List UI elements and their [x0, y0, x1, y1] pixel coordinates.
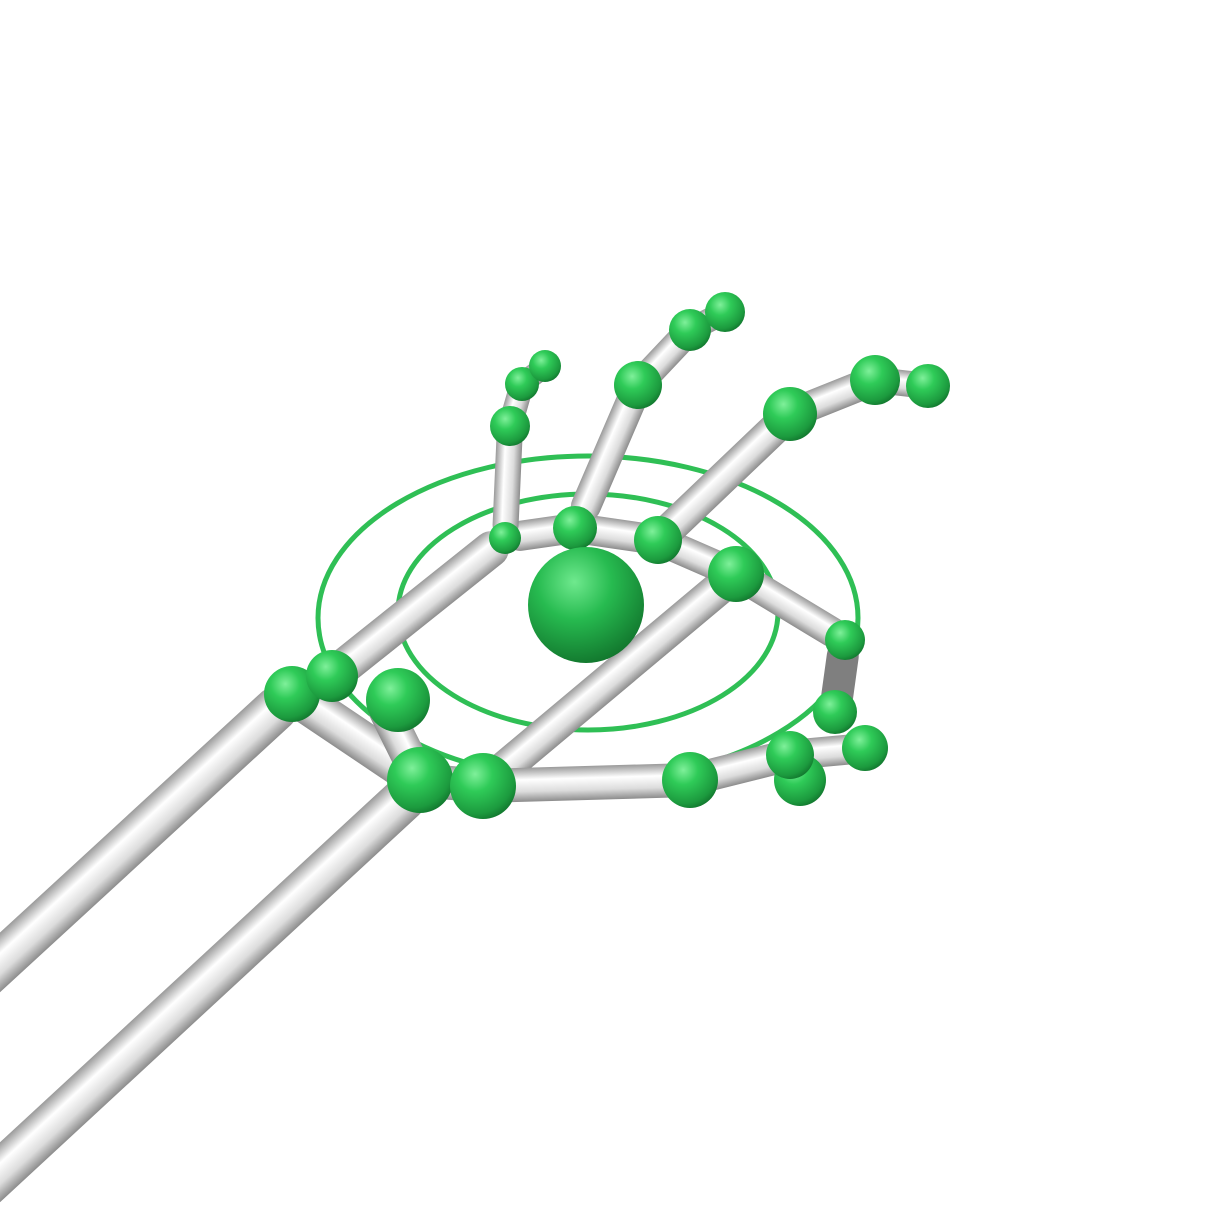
palm-bone-5-shape [482, 763, 691, 803]
joint-finger-1-tip[interactable] [529, 350, 561, 382]
joint-thumb-pip[interactable] [662, 752, 718, 808]
finger-2-proximal-shape [570, 383, 648, 522]
joint-finger-1-dip[interactable] [505, 367, 539, 401]
palm-bone-1-shape [328, 531, 509, 683]
joint-thumb-base[interactable] [825, 620, 865, 660]
forearm-bone-upper [0, 686, 298, 998]
joints-layer [264, 292, 950, 819]
joint-finger-2-dip[interactable] [669, 309, 711, 351]
forearm-bone-lower-shape [0, 776, 426, 1208]
wrist-bone-shape [288, 685, 424, 789]
joint-wrist-inner[interactable] [306, 650, 358, 702]
joint-knuckle-4[interactable] [708, 546, 764, 602]
forearm-bone-lower [0, 776, 426, 1208]
joint-knuckle-2[interactable] [553, 506, 597, 550]
joint-knuckle-1[interactable] [489, 522, 521, 554]
knuckle-arc-4-shape [733, 566, 848, 648]
joint-finger-3-dip[interactable] [850, 355, 900, 405]
palm-bone-5 [482, 763, 691, 803]
knuckle-arc-4 [733, 566, 848, 648]
joint-finger-3-tip[interactable] [906, 364, 950, 408]
finger-1-proximal-shape [492, 425, 523, 539]
finger-2-proximal [570, 383, 648, 522]
palm-center-sphere[interactable] [528, 547, 644, 663]
joint-finger-1-pip[interactable] [490, 406, 530, 446]
joint-finger-2-pip[interactable] [614, 361, 662, 409]
joint-wrist-lower[interactable] [387, 747, 453, 813]
joint-palm-inner[interactable] [366, 668, 430, 732]
joint-wrist-upper[interactable] [264, 666, 320, 722]
palm-bone-4-shape [479, 567, 740, 793]
palm-bone-1 [328, 531, 509, 683]
forearm-bone-upper-shape [0, 686, 298, 998]
wrist-bone [288, 685, 424, 789]
joint-palm-base[interactable] [450, 753, 516, 819]
finger-3-proximal [653, 409, 795, 545]
joint-finger-3-pip[interactable] [763, 387, 817, 441]
joint-finger-2-tip[interactable] [705, 292, 745, 332]
joint-thumb-dip[interactable] [766, 731, 814, 779]
palm-bone-4 [479, 567, 740, 793]
finger-3-proximal-shape [653, 409, 795, 545]
bones-layer [0, 305, 929, 1208]
joint-thumb-tip[interactable] [842, 725, 888, 771]
joint-thumb-mcp[interactable] [813, 690, 857, 734]
finger-1-proximal [492, 425, 523, 539]
joint-knuckle-3[interactable] [634, 516, 682, 564]
